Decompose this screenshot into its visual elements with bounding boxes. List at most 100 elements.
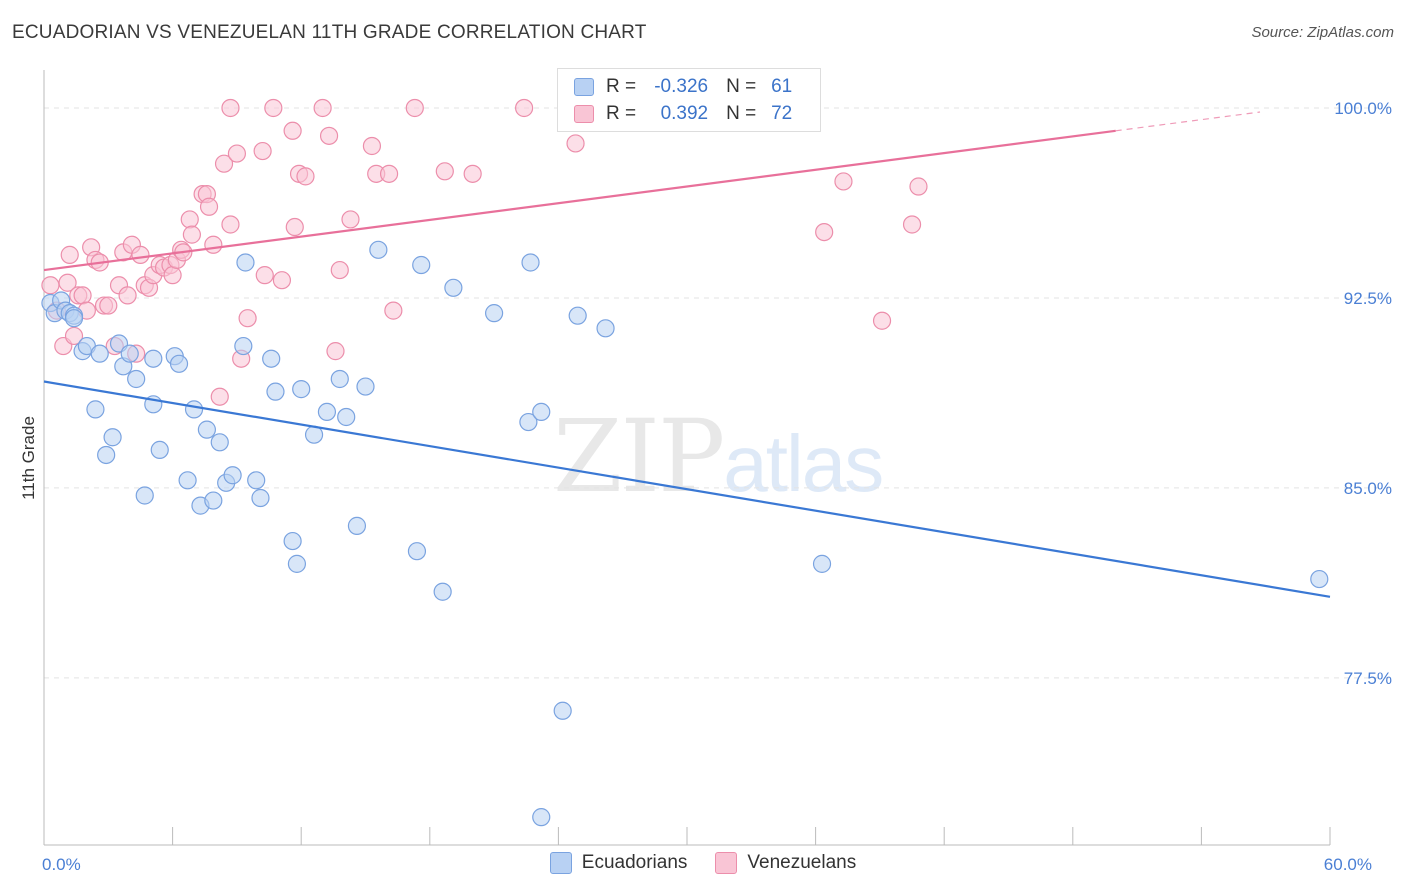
ecuadorian-point bbox=[532, 402, 551, 422]
ecuadorian-point bbox=[519, 412, 538, 432]
gridlines bbox=[44, 107, 1392, 679]
venezuelan-point bbox=[255, 266, 274, 285]
venezuelan-r-value: 0.392 bbox=[660, 103, 709, 124]
venezuelan-point bbox=[313, 98, 332, 118]
venezuelan-point bbox=[834, 172, 853, 191]
venezuelan-point bbox=[253, 141, 272, 161]
venezuelan-point bbox=[515, 98, 534, 118]
ecuadorian-point bbox=[485, 304, 504, 323]
ecuadorian-point bbox=[262, 349, 281, 368]
ecuadorian-n-value: 61 bbox=[771, 76, 793, 97]
venezuelan-point bbox=[341, 210, 360, 229]
venezuelan-point bbox=[283, 121, 302, 140]
ecuadorian-point bbox=[433, 582, 452, 601]
ecuadorian-point bbox=[236, 253, 255, 272]
venezuelan-point bbox=[214, 154, 234, 173]
venezuelan-point bbox=[221, 215, 240, 234]
venezuelan-point bbox=[204, 235, 223, 254]
chart-title: ECUADORIAN VS VENEZUELAN 11TH GRADE CORR… bbox=[12, 22, 647, 43]
n-label: N = bbox=[726, 76, 757, 97]
stats-row-venezuelan: R = 0.392 N = 72 bbox=[574, 101, 792, 127]
ecuadorian-r-value: -0.326 bbox=[654, 76, 709, 97]
ecuadorian-point bbox=[812, 554, 832, 573]
axis-labels: 100.0% 92.5% 85.0% 77.5% 0.0% 60.0% 11th Grade bbox=[19, 99, 1392, 874]
legend-swatch-venezuelans bbox=[715, 852, 738, 874]
venezuelan-point bbox=[463, 164, 482, 183]
venezuelan-point bbox=[58, 273, 77, 292]
ecuadorian-point bbox=[330, 369, 349, 389]
venezuelan-point bbox=[566, 134, 585, 153]
venezuelan-points bbox=[41, 98, 928, 406]
ecuadorian-point bbox=[568, 306, 587, 325]
venezuelan-point bbox=[210, 387, 229, 406]
venezuelan-point bbox=[264, 98, 283, 118]
legend-label-venezuelans: Venezuelans bbox=[747, 852, 857, 873]
trend-lines bbox=[43, 111, 1331, 598]
y-tick-label: 100.0% bbox=[1334, 99, 1392, 118]
venezuelan-point bbox=[319, 126, 339, 145]
venezuelan-point bbox=[379, 164, 399, 183]
venezuelan-point bbox=[272, 271, 292, 290]
venezuelan-point bbox=[221, 98, 240, 118]
legend-item-ecuadorians: Ecuadorians bbox=[549, 852, 688, 874]
ecuadorian-point bbox=[86, 400, 105, 419]
venezuelan-n-value: 72 bbox=[771, 103, 793, 124]
venezuelan-point bbox=[64, 326, 84, 346]
venezuelan-point bbox=[199, 197, 219, 216]
stats-row-ecuadorian: R = -0.326 N = 61 bbox=[574, 74, 792, 100]
venezuelan-point bbox=[73, 286, 92, 305]
venezuelan-point bbox=[182, 225, 201, 244]
ecuadorian-point bbox=[223, 466, 242, 485]
stats-box: R = -0.326 N = 61 R = 0.392 N = 72 bbox=[557, 68, 821, 132]
ecuadorian-point bbox=[90, 344, 109, 363]
ecuadorian-point bbox=[356, 377, 375, 396]
ecuadorian-point bbox=[120, 344, 139, 363]
y-axis-label: 11th Grade bbox=[19, 416, 38, 500]
ecuadorian-point bbox=[135, 486, 154, 505]
venezuelan-swatch bbox=[574, 105, 594, 123]
ecuadorian-point bbox=[234, 336, 253, 356]
ecuadorian-point bbox=[347, 516, 367, 535]
venezuelan-point bbox=[872, 311, 892, 330]
y-tick-label: 77.5% bbox=[1344, 669, 1392, 688]
y-tick-label: 92.5% bbox=[1344, 289, 1392, 308]
venezuelan-point bbox=[902, 215, 922, 234]
venezuelan-point bbox=[285, 217, 304, 237]
ecuadorian-point bbox=[521, 253, 540, 272]
ecuadorian-point bbox=[144, 349, 163, 368]
ecuadorian-point bbox=[553, 701, 572, 720]
r-label: R = bbox=[606, 76, 637, 97]
venezuelan-point bbox=[362, 136, 382, 156]
venezuelan-point bbox=[384, 301, 403, 320]
ecuadorian-point bbox=[169, 354, 189, 373]
ecuadorian-point bbox=[150, 440, 169, 460]
ecuadorian-point bbox=[444, 278, 463, 297]
ecuadorian-point bbox=[412, 255, 431, 275]
ecuadorian-point bbox=[97, 445, 116, 465]
legend-label-ecuadorians: Ecuadorians bbox=[581, 852, 688, 873]
venezuelan-point bbox=[131, 245, 150, 264]
ecuadorian-point bbox=[64, 309, 84, 328]
n-label: N = bbox=[726, 103, 757, 124]
ecuadorian-point bbox=[251, 488, 270, 508]
ecuadorian-point bbox=[369, 240, 388, 259]
venezuelan-point bbox=[435, 162, 454, 181]
ecuadorian-point bbox=[596, 319, 615, 338]
venezuelan-point bbox=[227, 144, 246, 163]
venezuelan-point bbox=[296, 167, 315, 186]
venezuelan-trend-line-extension bbox=[1115, 111, 1261, 132]
watermark-zip: ZIP bbox=[553, 398, 725, 515]
venezuelan-point bbox=[815, 222, 834, 242]
source-credit: Source: ZipAtlas.com bbox=[1251, 24, 1394, 41]
venezuelan-point bbox=[405, 98, 424, 118]
ecuadorian-point bbox=[178, 471, 197, 490]
ecuadorian-point bbox=[184, 400, 204, 419]
venezuelan-point bbox=[238, 309, 257, 328]
ecuadorian-point bbox=[532, 808, 551, 827]
ecuadorian-trend-line bbox=[43, 380, 1331, 598]
ecuadorian-point bbox=[266, 382, 285, 401]
venezuelan-point bbox=[909, 177, 928, 196]
ecuadorian-point bbox=[287, 554, 307, 573]
venezuelan-trend-line bbox=[43, 129, 1116, 272]
